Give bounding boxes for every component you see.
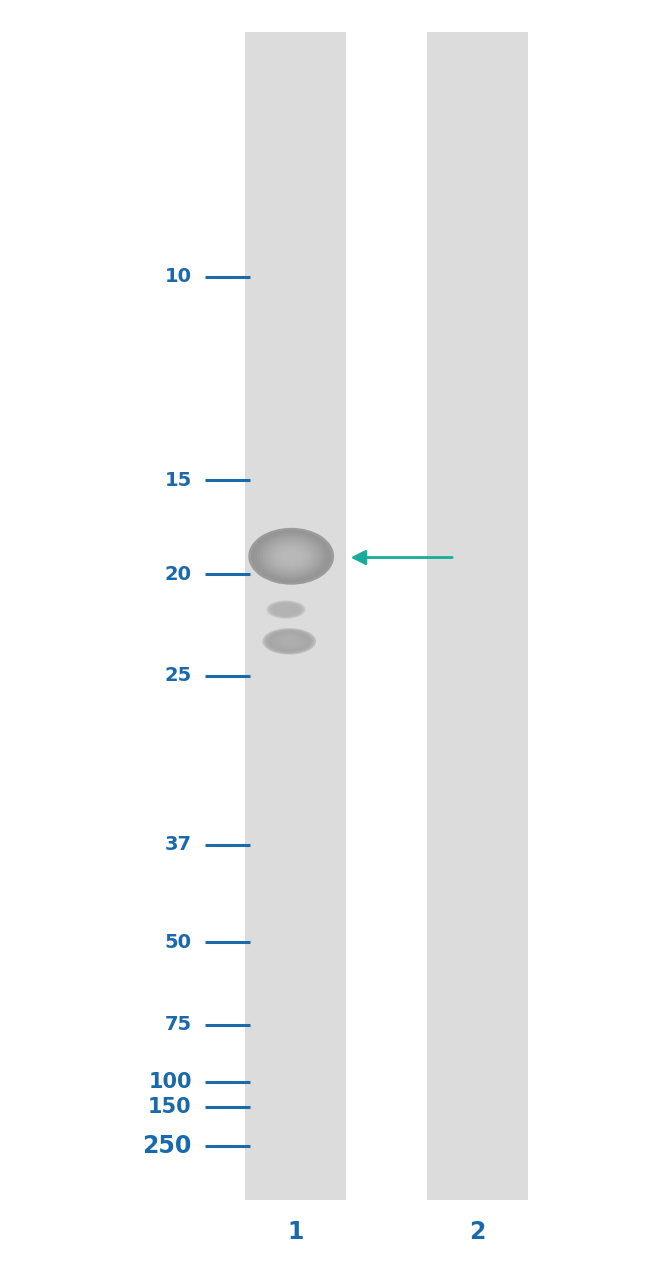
Ellipse shape bbox=[271, 544, 311, 569]
Text: 50: 50 bbox=[164, 933, 192, 951]
Text: 10: 10 bbox=[164, 268, 192, 286]
Ellipse shape bbox=[275, 634, 304, 649]
Ellipse shape bbox=[260, 536, 322, 577]
Ellipse shape bbox=[263, 629, 316, 654]
Ellipse shape bbox=[254, 532, 328, 580]
Ellipse shape bbox=[268, 601, 304, 618]
Ellipse shape bbox=[278, 636, 300, 646]
Ellipse shape bbox=[270, 602, 302, 617]
Text: 25: 25 bbox=[164, 667, 192, 685]
Ellipse shape bbox=[266, 630, 313, 653]
Text: 37: 37 bbox=[164, 836, 192, 853]
Ellipse shape bbox=[268, 541, 314, 572]
Ellipse shape bbox=[269, 602, 303, 617]
Ellipse shape bbox=[276, 605, 296, 615]
Text: 20: 20 bbox=[164, 565, 192, 583]
Text: 150: 150 bbox=[148, 1097, 192, 1118]
Ellipse shape bbox=[248, 528, 334, 584]
Ellipse shape bbox=[251, 530, 332, 583]
Ellipse shape bbox=[273, 603, 299, 616]
Text: 1: 1 bbox=[287, 1220, 304, 1243]
Text: 2: 2 bbox=[469, 1220, 486, 1243]
Bar bbox=[246, 32, 346, 1200]
Text: 250: 250 bbox=[142, 1134, 192, 1157]
Text: 75: 75 bbox=[164, 1016, 192, 1034]
Ellipse shape bbox=[263, 537, 320, 575]
Ellipse shape bbox=[272, 603, 300, 616]
Ellipse shape bbox=[277, 606, 295, 613]
Ellipse shape bbox=[274, 605, 298, 615]
Bar bbox=[428, 32, 528, 1200]
Text: 15: 15 bbox=[164, 471, 192, 489]
Ellipse shape bbox=[277, 635, 302, 648]
Ellipse shape bbox=[273, 634, 306, 649]
Ellipse shape bbox=[272, 632, 307, 650]
Ellipse shape bbox=[265, 540, 317, 573]
Ellipse shape bbox=[266, 601, 306, 618]
Ellipse shape bbox=[268, 631, 311, 652]
Ellipse shape bbox=[280, 549, 303, 564]
Text: 100: 100 bbox=[148, 1072, 192, 1092]
Ellipse shape bbox=[257, 533, 326, 579]
Ellipse shape bbox=[264, 629, 315, 654]
Ellipse shape bbox=[274, 545, 308, 568]
Ellipse shape bbox=[270, 631, 309, 652]
Ellipse shape bbox=[277, 547, 305, 565]
